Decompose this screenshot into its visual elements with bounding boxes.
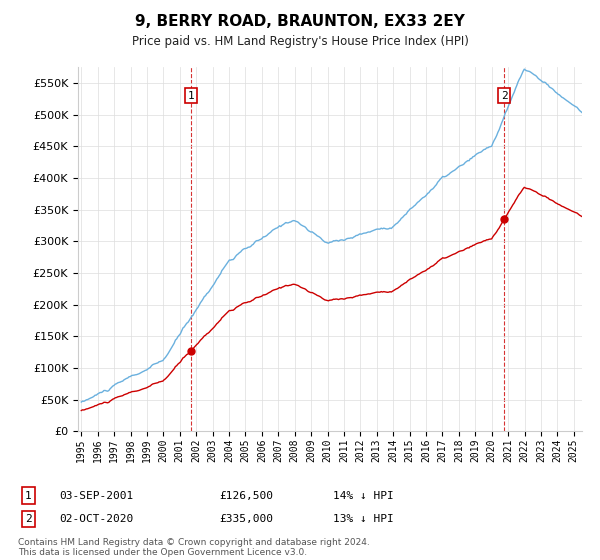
Text: Price paid vs. HM Land Registry's House Price Index (HPI): Price paid vs. HM Land Registry's House … bbox=[131, 35, 469, 48]
Text: 14% ↓ HPI: 14% ↓ HPI bbox=[333, 491, 394, 501]
Text: 02-OCT-2020: 02-OCT-2020 bbox=[59, 514, 133, 524]
Text: 9, BERRY ROAD, BRAUNTON, EX33 2EY: 9, BERRY ROAD, BRAUNTON, EX33 2EY bbox=[135, 14, 465, 29]
Text: 13% ↓ HPI: 13% ↓ HPI bbox=[333, 514, 394, 524]
Text: 1: 1 bbox=[25, 491, 32, 501]
Text: 1: 1 bbox=[187, 91, 194, 101]
Text: 2: 2 bbox=[500, 91, 508, 101]
Text: £335,000: £335,000 bbox=[219, 514, 273, 524]
Text: 2: 2 bbox=[25, 514, 32, 524]
Text: 03-SEP-2001: 03-SEP-2001 bbox=[59, 491, 133, 501]
Text: Contains HM Land Registry data © Crown copyright and database right 2024.
This d: Contains HM Land Registry data © Crown c… bbox=[18, 538, 370, 557]
Text: £126,500: £126,500 bbox=[219, 491, 273, 501]
